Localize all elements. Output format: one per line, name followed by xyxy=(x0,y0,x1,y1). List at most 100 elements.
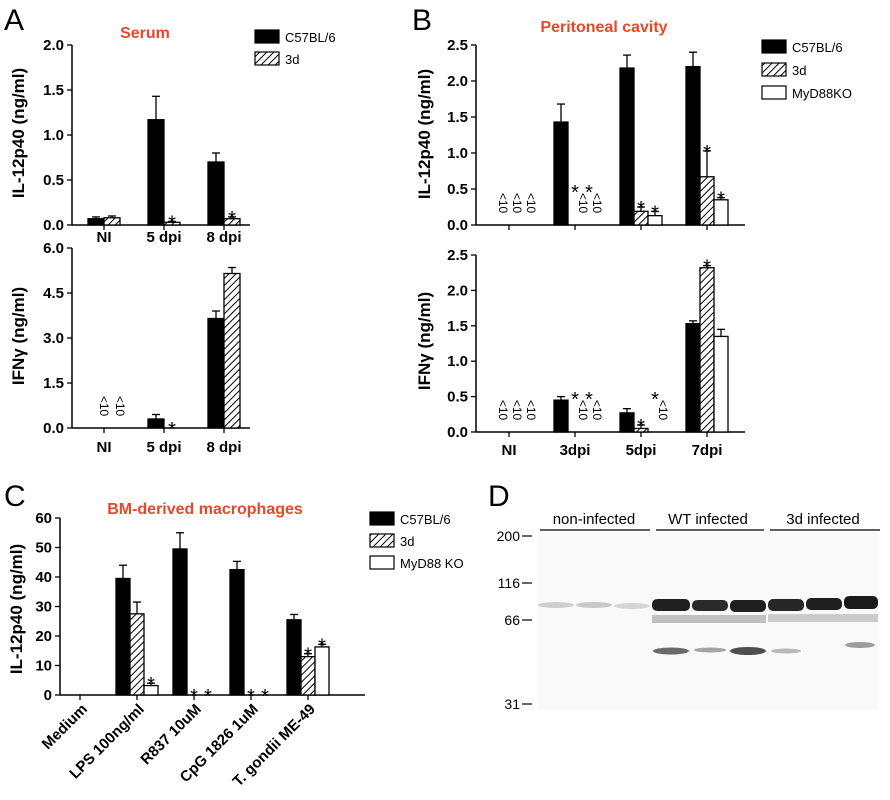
y-tick-label: 0.0 xyxy=(43,420,64,437)
significance-star: * xyxy=(318,635,326,657)
significance-star: * xyxy=(261,686,269,708)
y-tick-label: 1.5 xyxy=(43,82,64,99)
legend-label: C57BL/6 xyxy=(400,512,451,527)
band-wt-3 xyxy=(730,600,766,612)
band-3d-3 xyxy=(844,596,878,609)
legend-swatch xyxy=(254,29,280,44)
y-tick-label: 2.0 xyxy=(43,37,64,54)
y-tick-label: 0.0 xyxy=(447,424,468,441)
legend-swatch xyxy=(369,533,395,548)
significance-star: * xyxy=(147,674,155,696)
ylabel-a-bottom: IFNγ (ng/ml) xyxy=(9,287,28,385)
below-detection-label: <10 xyxy=(576,193,590,214)
band-low-wt-3 xyxy=(730,647,766,655)
chart-B-bottom: 0.00.51.01.52.02.5NI 3dpi 5dpi 7dpi<10 <10 <1… xyxy=(447,247,745,459)
below-detection-label: <10 xyxy=(510,400,524,421)
significance-star: * xyxy=(585,182,593,204)
significance-star: * xyxy=(304,645,312,667)
x-category-label: 8 dpi xyxy=(206,229,241,246)
y-tick-label: 30 xyxy=(35,599,52,616)
western-blot: non-infected WT infected 3d infected 200… xyxy=(497,511,880,712)
y-tick-label: 1.0 xyxy=(43,127,64,144)
significance-star: * xyxy=(703,142,711,164)
band-ni-3 xyxy=(614,603,650,609)
title-serum: Serum xyxy=(120,25,170,42)
x-category-label: NI xyxy=(97,439,112,456)
below-detection-label: <10 xyxy=(590,400,604,421)
bar xyxy=(619,412,635,433)
significance-star: * xyxy=(703,257,711,279)
bar xyxy=(699,267,715,433)
bar xyxy=(685,65,701,226)
significance-star: * xyxy=(637,198,645,220)
blot-group-non-infected: non-infected xyxy=(553,511,636,528)
x-category-label: 8 dpi xyxy=(206,439,241,456)
mw-marker-31: 31 xyxy=(504,696,520,712)
y-tick-label: 50 xyxy=(35,540,52,557)
x-category-label: Medium xyxy=(39,701,91,753)
legend-swatch xyxy=(761,85,787,100)
bar xyxy=(147,119,165,226)
significance-star: * xyxy=(228,208,236,230)
bar xyxy=(129,613,145,696)
x-category-label: 5dpi xyxy=(626,442,657,459)
below-detection-label: <10 xyxy=(496,193,510,214)
band-smear-wt xyxy=(652,615,766,623)
y-tick-label: 1.5 xyxy=(43,375,64,392)
y-tick-label: 0.5 xyxy=(43,172,64,189)
ylabel-b-top: IL-12p40 (ng/ml) xyxy=(415,69,434,199)
panel-label-d: D xyxy=(488,480,510,513)
ylabel-c: IL-12p40 (ng/ml) xyxy=(7,544,26,674)
ylabel-b-bottom: IFNγ (ng/ml) xyxy=(415,292,434,390)
y-tick-label: 2.5 xyxy=(447,247,468,264)
bar xyxy=(699,176,715,226)
chart-A-bottom: 0.0 1.5 3.0 4.5 6.0 NI 5 dpi 8 dpi <10 <10 * xyxy=(43,240,250,456)
ylabel-a-top: IL-12p40 (ng/ml) xyxy=(9,68,28,198)
y-tick-label: 2.0 xyxy=(447,73,468,90)
below-detection-label: <10 xyxy=(496,400,510,421)
significance-star: * xyxy=(585,389,593,411)
significance-star: * xyxy=(651,389,659,411)
legend-label: MyD88KO xyxy=(792,86,852,101)
bar xyxy=(172,548,188,696)
y-tick-label: 0 xyxy=(44,687,52,704)
band-3d-1 xyxy=(768,599,804,611)
title-peritoneal: Peritoneal cavity xyxy=(540,19,667,36)
legend-label: 3d xyxy=(792,63,806,78)
below-detection-label: <10 xyxy=(590,193,604,214)
bar xyxy=(553,399,569,433)
bar xyxy=(207,317,225,429)
significance-star: * xyxy=(247,686,255,708)
panel-label-c: C xyxy=(4,480,26,513)
legend-swatch xyxy=(761,39,787,54)
y-tick-label: 4.5 xyxy=(43,285,64,302)
y-tick-label: 1.5 xyxy=(447,109,468,126)
below-detection-label: <10 xyxy=(97,396,111,417)
y-tick-label: 3.0 xyxy=(43,330,64,347)
bar xyxy=(87,218,105,226)
panel-label-a: A xyxy=(4,4,24,37)
legend-label: C57BL/6 xyxy=(285,30,336,45)
bar xyxy=(115,577,131,696)
y-tick-label: 20 xyxy=(35,628,52,645)
legend-swatch xyxy=(369,511,395,526)
blot-group-3d-infected: 3d infected xyxy=(786,511,859,528)
legend-swatch xyxy=(369,555,395,570)
below-detection-label: <10 xyxy=(524,400,538,421)
legend-label: 3d xyxy=(400,534,414,549)
significance-star: * xyxy=(168,419,176,441)
legend-swatch xyxy=(761,62,787,77)
x-category-label: NI xyxy=(502,442,517,459)
band-ni-2 xyxy=(576,602,612,608)
band-low-wt-1 xyxy=(653,647,689,655)
bar xyxy=(713,335,729,433)
y-tick-label: 10 xyxy=(35,658,52,675)
panel-label-b: B xyxy=(412,4,432,37)
charts-layer: 0.00.51.01.52.0NI 5 dpi 8 dpi* *C57BL/63d0.… xyxy=(35,29,852,790)
bar xyxy=(207,161,225,226)
significance-star: * xyxy=(571,389,579,411)
significance-star: * xyxy=(651,202,659,224)
bar xyxy=(286,619,302,696)
